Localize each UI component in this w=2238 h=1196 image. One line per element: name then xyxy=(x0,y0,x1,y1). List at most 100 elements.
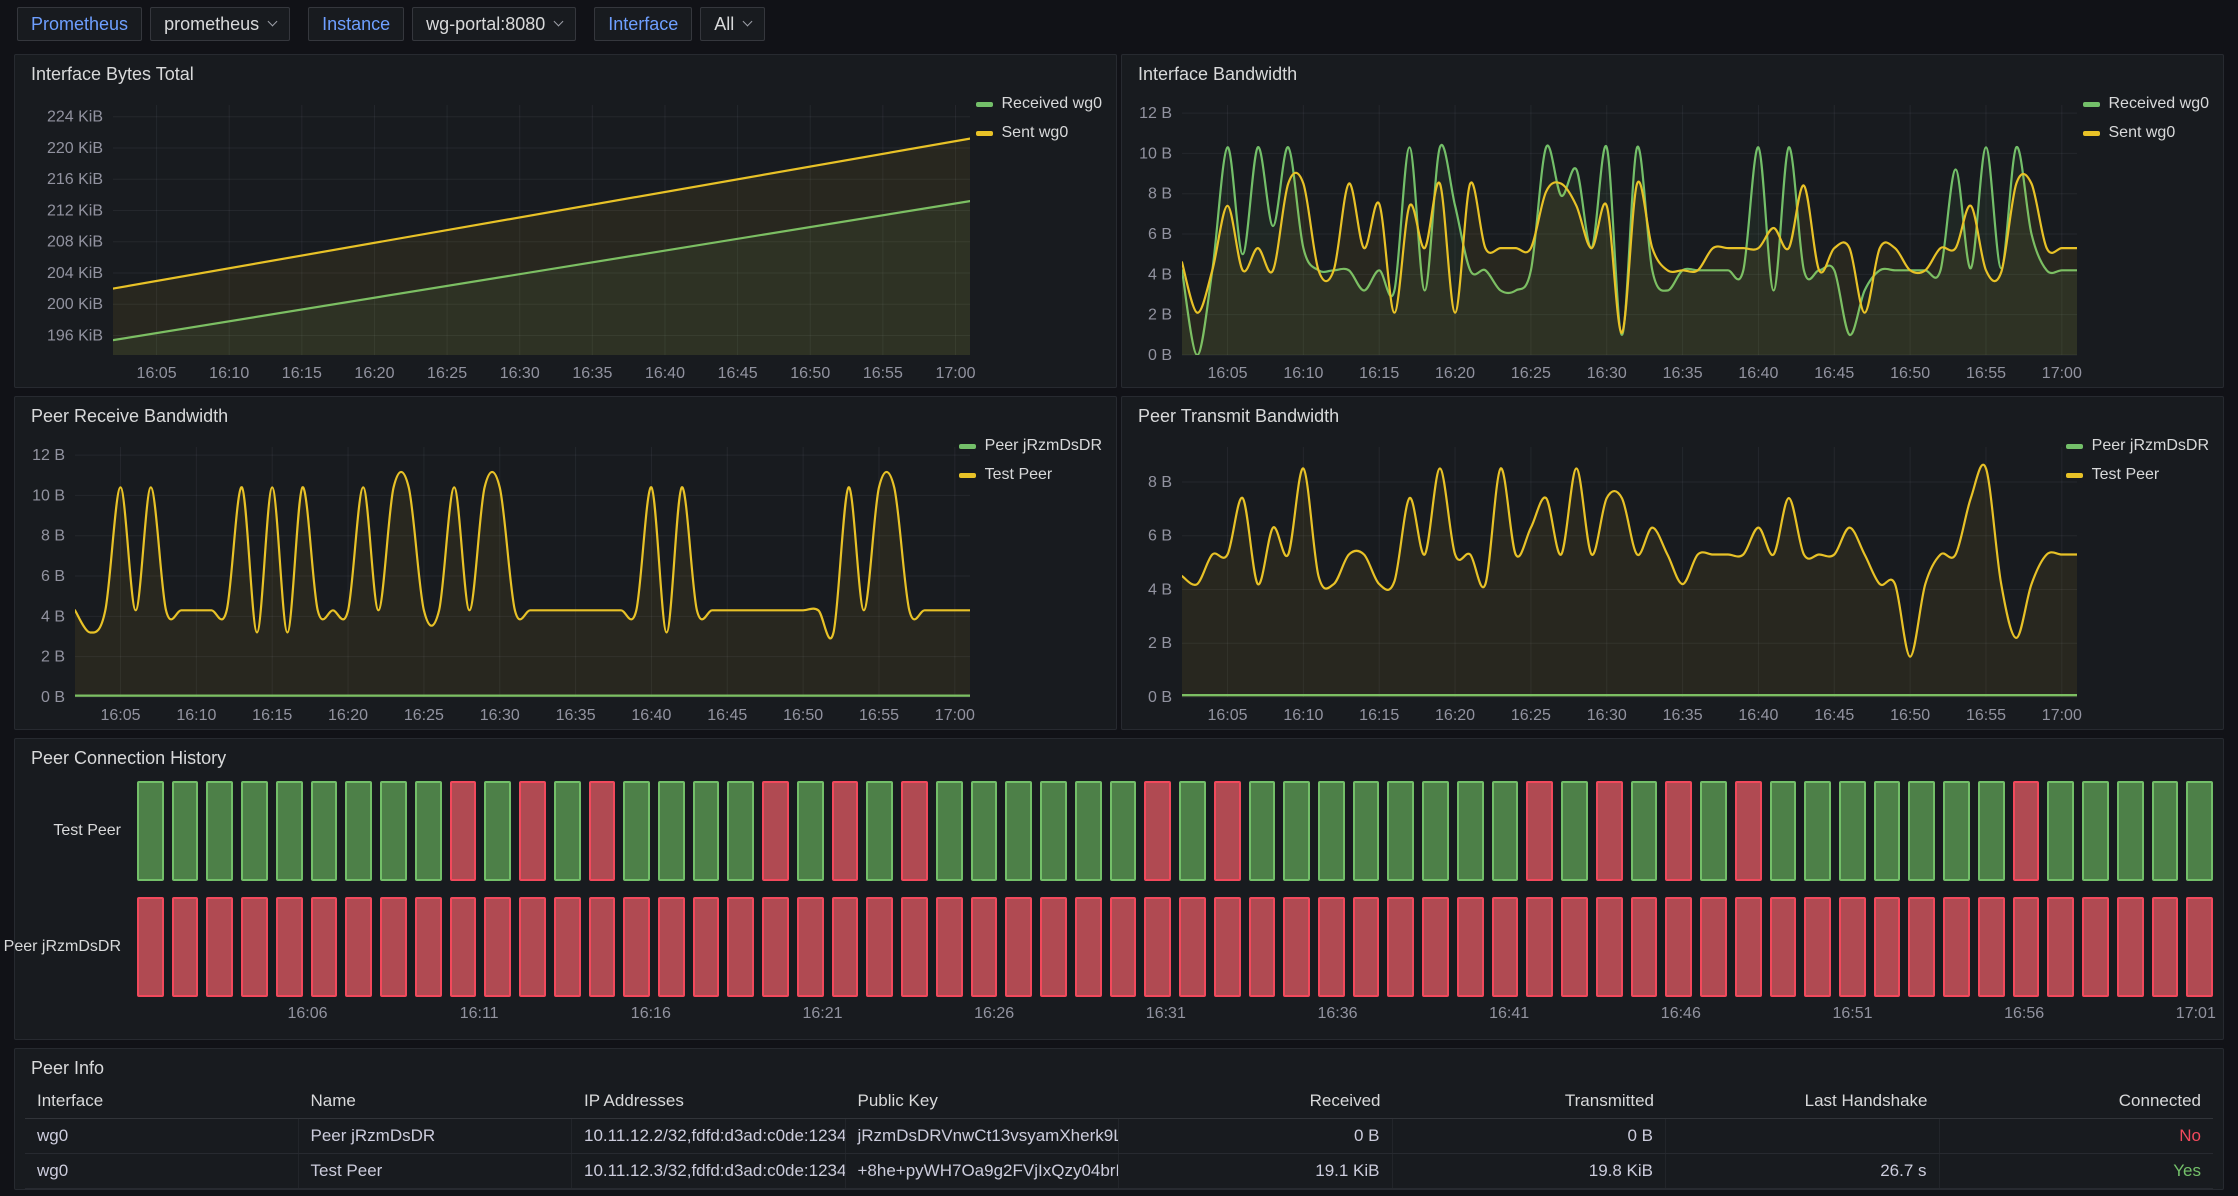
column-header-public-key[interactable]: Public Key xyxy=(857,1090,938,1110)
svg-text:16:55: 16:55 xyxy=(859,707,899,724)
legend-item-sent-wg0[interactable]: Sent wg0 xyxy=(975,124,1103,142)
legend-item-received-wg0[interactable]: Received wg0 xyxy=(975,95,1103,113)
state-bar-connected xyxy=(2186,781,2214,881)
state-bar-connected xyxy=(275,781,303,881)
svg-text:16:25: 16:25 xyxy=(404,707,444,724)
state-bar-disconnected xyxy=(1734,781,1762,881)
svg-text:8 B: 8 B xyxy=(1148,186,1172,203)
panel-peer-transmit-bandwidth: Peer Transmit Bandwidth 16:05 16:10 16:15 1… xyxy=(1121,396,2224,730)
column-header-received[interactable]: Received xyxy=(1309,1090,1381,1110)
state-bar-disconnected xyxy=(1665,781,1693,881)
column-header-connected[interactable]: Connected xyxy=(2118,1090,2201,1110)
panel-title[interactable]: Interface Bandwidth xyxy=(1138,64,1298,84)
state-bar-disconnected xyxy=(901,781,928,881)
legend-label: Received wg0 xyxy=(1001,95,1103,112)
variable-value-instance-dropdown[interactable]: wg-portal:8080 xyxy=(412,7,577,41)
variable-value-prometheus-dropdown[interactable]: prometheus xyxy=(150,7,291,41)
timeline-axis-label: 16:36 xyxy=(1317,1005,1358,1022)
state-bar-disconnected xyxy=(1456,897,1484,997)
svg-text:16:55: 16:55 xyxy=(863,365,903,382)
svg-text:8 B: 8 B xyxy=(41,528,65,545)
svg-text:16:15: 16:15 xyxy=(282,365,322,382)
state-bar-disconnected xyxy=(970,897,998,997)
state-bar-disconnected xyxy=(1179,897,1206,997)
variable-label-prometheus[interactable]: Prometheus xyxy=(17,7,143,41)
svg-text:16:45: 16:45 xyxy=(1814,365,1854,382)
table-cell-interface: wg0 xyxy=(25,1154,299,1188)
legend-swatch xyxy=(958,443,976,449)
svg-text:10 B: 10 B xyxy=(1139,145,1172,162)
chart-legend: Received wg0 Sent wg0 xyxy=(975,95,1103,142)
svg-text:224 KiB: 224 KiB xyxy=(47,109,103,126)
state-bar-connected xyxy=(1248,781,1276,881)
svg-text:16:30: 16:30 xyxy=(500,365,540,382)
table-cell-transmitted: 19.8 KiB xyxy=(1393,1154,1666,1188)
chevron-down-icon xyxy=(553,16,564,27)
state-bar-connected xyxy=(2116,781,2144,881)
legend-swatch xyxy=(2082,101,2100,107)
svg-text:212 KiB: 212 KiB xyxy=(47,202,103,219)
state-bar-connected xyxy=(553,781,581,881)
state-bar-disconnected xyxy=(588,781,616,881)
state-bar-disconnected xyxy=(1491,897,1519,997)
state-bar-connected xyxy=(2151,781,2179,881)
state-bar-disconnected xyxy=(1074,897,1102,997)
svg-text:16:40: 16:40 xyxy=(1738,707,1778,724)
state-bar-disconnected xyxy=(519,781,546,881)
variable-label-instance[interactable]: Instance xyxy=(308,7,405,41)
variable-instance: Instance wg-portal:8080 xyxy=(308,7,577,41)
panel-title[interactable]: Peer Transmit Bandwidth xyxy=(1138,406,1340,426)
panel-peer-receive-bandwidth: Peer Receive Bandwidth 16:05 16:10 16:15 16… xyxy=(14,396,1117,730)
panel-title[interactable]: Peer Info xyxy=(31,1058,105,1078)
state-bar-disconnected xyxy=(275,897,303,997)
svg-text:2 B: 2 B xyxy=(41,649,65,666)
state-bar-connected xyxy=(1769,781,1797,881)
state-bar-disconnected xyxy=(1734,897,1762,997)
svg-text:16:50: 16:50 xyxy=(783,707,823,724)
column-header-interface[interactable]: Interface xyxy=(37,1090,104,1110)
svg-text:4 B: 4 B xyxy=(41,608,65,625)
variable-label-interface[interactable]: Interface xyxy=(594,7,693,41)
state-bar-disconnected xyxy=(1317,897,1345,997)
panel-title[interactable]: Peer Connection History xyxy=(31,748,227,768)
timeline-axis-label: 17:01 xyxy=(2175,1005,2216,1022)
column-header-transmitted[interactable]: Transmitted xyxy=(1564,1090,1654,1110)
timeline-row-label: Peer jRzmDsDR xyxy=(3,938,121,955)
legend-item-test-peer[interactable]: Test Peer xyxy=(2065,466,2209,484)
state-bar-disconnected xyxy=(1804,897,1831,997)
legend-item-peer-jrzmdsdr[interactable]: Peer jRzmDsDR xyxy=(2065,437,2209,455)
svg-text:16:45: 16:45 xyxy=(1814,707,1854,724)
legend-item-peer-jrzmdsdr[interactable]: Peer jRzmDsDR xyxy=(958,437,1102,455)
state-bar-disconnected xyxy=(380,897,407,997)
legend-swatch xyxy=(958,472,976,478)
panel-title[interactable]: Peer Receive Bandwidth xyxy=(31,406,229,426)
state-bar-disconnected xyxy=(1873,897,1901,997)
legend-swatch xyxy=(2065,472,2083,478)
column-header-ip-addresses[interactable]: IP Addresses xyxy=(584,1090,684,1110)
state-bar-connected xyxy=(1908,781,1936,881)
legend-item-test-peer[interactable]: Test Peer xyxy=(958,466,1102,484)
chevron-down-icon xyxy=(267,16,278,27)
legend-swatch xyxy=(975,130,993,136)
interface-bytes-total-chart: 16:05 16:10 16:15 16:20 16:25 16:30 16:35 16:40… xyxy=(47,105,976,382)
state-bar-connected xyxy=(1630,781,1658,881)
state-bar-disconnected xyxy=(901,897,928,997)
state-bar-disconnected xyxy=(553,897,581,997)
state-bar-connected xyxy=(1456,781,1484,881)
variable-value-interface-dropdown[interactable]: All xyxy=(700,7,766,41)
state-bar-disconnected xyxy=(623,897,651,997)
panel-title[interactable]: Interface Bytes Total xyxy=(31,64,194,84)
state-bar-connected xyxy=(171,781,199,881)
state-bar-disconnected xyxy=(1248,897,1276,997)
column-header-name[interactable]: Name xyxy=(310,1090,356,1110)
legend-item-received-wg0[interactable]: Received wg0 xyxy=(2082,95,2209,113)
state-bar-connected xyxy=(796,781,824,881)
column-header-last-handshake[interactable]: Last Handshake xyxy=(1804,1090,1928,1110)
svg-text:16:05: 16:05 xyxy=(1207,707,1247,724)
table-cell-name: Test Peer xyxy=(299,1154,572,1188)
legend-item-sent-wg0[interactable]: Sent wg0 xyxy=(2082,124,2210,142)
svg-text:8 B: 8 B xyxy=(1148,474,1172,491)
svg-text:16:45: 16:45 xyxy=(718,365,758,382)
variable-prometheus: Prometheus prometheus xyxy=(17,7,291,41)
svg-text:12 B: 12 B xyxy=(1139,105,1172,122)
